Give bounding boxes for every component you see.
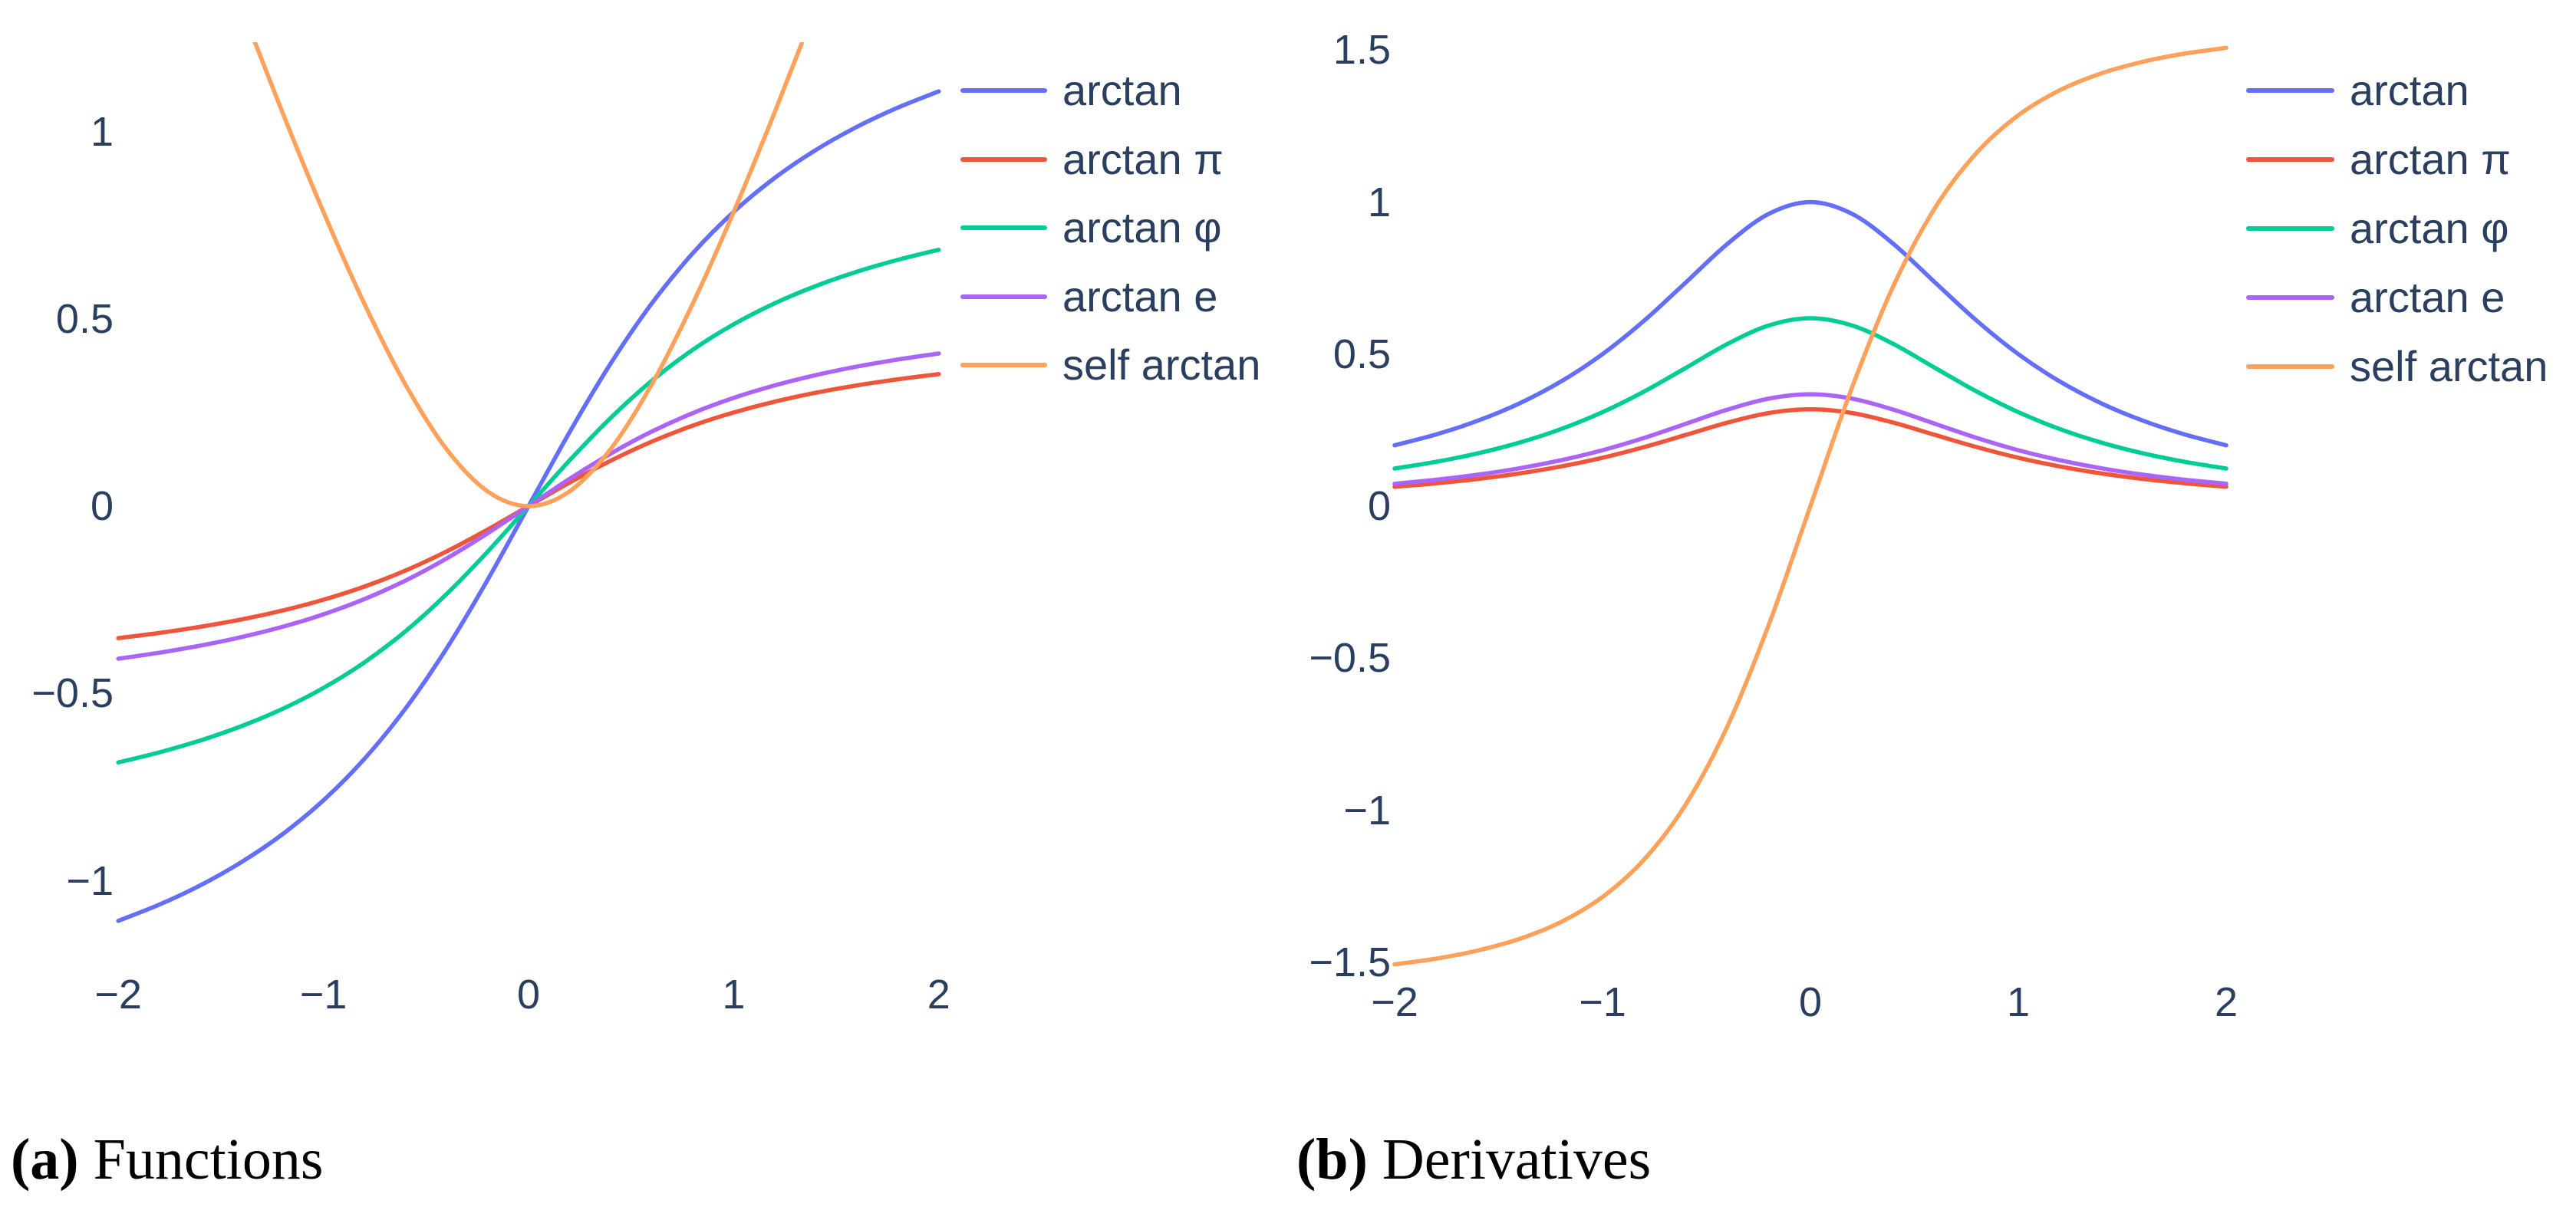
legend-label-arctan-e: arctan e [1062,271,1218,321]
y-tick-label: 0.5 [1332,331,1391,377]
caption-a-text: Functions [93,1127,324,1192]
x-tick-label: 1 [2006,979,2031,1025]
legend-label-arctan-e: arctan e [2350,273,2505,321]
legend-label-arctan: arctan [1062,66,1182,114]
y-tick-label: −1.5 [1309,939,1391,985]
x-tick-label: −2 [94,972,142,1018]
y-tick-label: 0.5 [55,295,114,342]
curve-self-arctan [252,42,805,508]
legend-label-arctan-phi: arctan φ [2350,204,2509,252]
caption-b-text: Derivatives [1382,1127,1652,1192]
y-tick-label: 1 [90,108,114,155]
legend-swatch-arctan [2246,88,2334,93]
legend-label-arctan-pi: arctan π [2350,135,2511,183]
legend-label-self-arctan: self arctan [1062,340,1261,389]
x-tick-label: 2 [927,972,950,1018]
y-tick-label: 0 [90,483,114,529]
caption-a-label: (a) [11,1127,79,1192]
legend-swatch-arctan [960,88,1047,93]
legend-swatch-arctan-phi [960,225,1047,230]
x-tick-label: −1 [1579,979,1626,1025]
curve-arctan-pi [1392,407,2228,489]
y-tick-label: 1.5 [1332,27,1391,74]
legend-label-arctan-pi: arctan π [1062,134,1224,183]
legend-swatch-self-arctan [2246,364,2334,369]
legend-label-arctan: arctan [2350,66,2469,114]
caption-b: (b) Derivatives [1296,1129,1651,1190]
legend-swatch-arctan-e [2246,295,2334,300]
legend-swatch-arctan-pi [2246,157,2334,162]
y-tick-label: 0 [1367,483,1391,529]
plot-area [116,42,941,923]
legend-swatch-arctan-e [960,294,1047,299]
curve-self-arctan [1392,45,2228,967]
y-tick-label: −1 [66,857,114,904]
legend-label-self-arctan: self arctan [2350,342,2548,390]
y-tick-label: −1 [1343,787,1391,834]
legend-swatch-arctan-phi [2246,226,2334,231]
x-tick-label: 0 [1798,979,1823,1025]
legend-swatch-self-arctan [960,363,1047,367]
figure-a: 1 0.5 0 −0.5 −1 −2 −1 0 1 2 arctan arctan π arctan φ… [0,0,1260,1074]
caption-b-label: (b) [1296,1127,1368,1192]
plot-area [1392,45,2228,967]
x-tick-label: −1 [299,972,348,1018]
y-tick-label: −0.5 [31,670,114,717]
legend-swatch-arctan-pi [960,156,1047,162]
curve-arctan [1392,199,2228,448]
curve-arctan-phi [1392,316,2228,471]
figure-b: 1.5 1 0.5 0 −0.5 −1 −1.5 −2 −1 0 1 2 arctan arctan π a… [1266,0,2576,1074]
x-tick-label: −2 [1371,979,1418,1025]
legend-label-arctan-phi: arctan φ [1062,203,1222,252]
x-tick-label: 1 [722,972,746,1018]
x-tick-label: 2 [2214,979,2238,1025]
curve-arctan-e [1392,392,2228,486]
caption-a: (a) Functions [11,1129,323,1190]
x-tick-label: 0 [516,972,541,1018]
y-tick-label: −0.5 [1309,635,1391,682]
y-tick-label: 1 [1367,179,1391,225]
